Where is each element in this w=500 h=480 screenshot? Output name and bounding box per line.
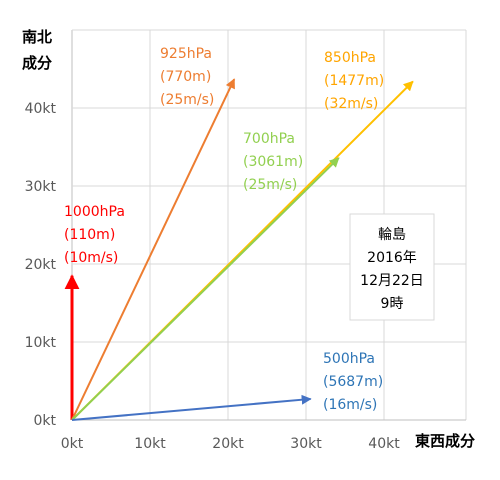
annotation-500hPa-line1: 500hPa xyxy=(323,351,375,367)
x-tick-label-20: 20kt xyxy=(212,436,244,452)
y-tick-label-10: 10kt xyxy=(25,335,57,351)
annotation-850hPa-line1: 850hPa xyxy=(324,50,376,66)
info-year: 2016年 xyxy=(367,250,417,266)
annotation-925hPa-line2: (770m) xyxy=(160,69,211,85)
annotation-1000hPa-line3: (10m/s) xyxy=(64,250,118,266)
annotation-500hPa-line3: (16m/s) xyxy=(323,397,377,413)
annotation-850hPa-line2: (1477m) xyxy=(324,73,384,89)
wind-vectors xyxy=(64,78,414,421)
info-box-frame xyxy=(349,213,435,321)
y-axis-title-line2: 成分 xyxy=(22,54,52,72)
annotation-1000hPa-line1: 1000hPa xyxy=(64,204,125,220)
info-time: 9時 xyxy=(381,296,404,312)
y-tick-label-0: 0kt xyxy=(33,413,56,429)
info-date: 12月22日 xyxy=(360,273,424,289)
x-tick-label-30: 30kt xyxy=(290,436,322,452)
x-tick-label-0: 0kt xyxy=(61,436,84,452)
y-axis-title-line1: 南北 xyxy=(22,28,52,46)
annotation-700hPa-line3: (25m/s) xyxy=(243,177,297,193)
annotation-500hPa-line2: (5687m) xyxy=(323,374,383,390)
y-tick-label-20: 20kt xyxy=(25,257,57,273)
annotation-850hPa-line3: (32m/s) xyxy=(324,96,378,112)
vector-500hPa xyxy=(71,394,312,421)
vector-700hPa xyxy=(71,157,340,421)
annotation-925hPa-line3: (25m/s) xyxy=(160,92,214,108)
vector-925hPa xyxy=(71,78,236,421)
x-tick-label-40: 40kt xyxy=(368,436,400,452)
x-tick-label-10: 10kt xyxy=(134,436,166,452)
info-box: 輪島 2016年 12月22日 9時 xyxy=(349,213,435,321)
tick-labels: 0kt 10kt 20kt 30kt 40kt 0kt 10kt 20kt 30kt 40kt xyxy=(25,101,401,452)
annotation-700hPa-line1: 700hPa xyxy=(243,131,295,147)
x-axis-title: 東西成分 xyxy=(415,432,475,450)
annotation-1000hPa-line2: (110m) xyxy=(64,227,115,243)
annotation-925hPa-line1: 925hPa xyxy=(160,46,212,62)
info-location: 輪島 xyxy=(378,226,406,243)
y-tick-label-30: 30kt xyxy=(25,179,57,195)
level-annotations: 1000hPa (110m) (10m/s) 925hPa (770m) (25m/s) 8… xyxy=(64,46,384,413)
y-tick-label-40: 40kt xyxy=(25,101,57,117)
annotation-700hPa-line2: (3061m) xyxy=(243,154,303,170)
